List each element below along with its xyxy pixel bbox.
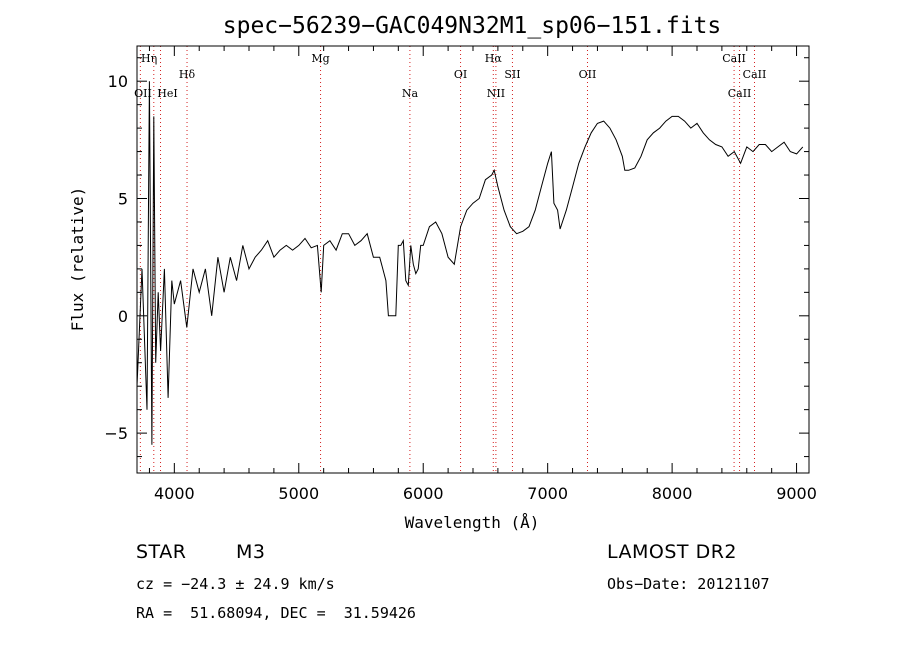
line-label: NII: [487, 87, 505, 100]
line-label: OII: [134, 87, 152, 100]
x-tick-label: 6000: [403, 484, 444, 503]
chart-title: spec−56239−GAC049N32M1_sp06−151.fits: [223, 13, 722, 39]
x-tick-label: 5000: [278, 484, 319, 503]
line-label: CaII: [728, 87, 752, 100]
y-tick-label: −5: [104, 424, 128, 443]
line-label: CaII: [722, 52, 746, 65]
survey-name: LAMOST DR2: [607, 541, 737, 563]
line-label: Hδ: [179, 68, 196, 81]
y-tick-labels: −5 0 5 10: [104, 72, 128, 443]
x-tick-labels: 4000 5000 6000 7000 8000 9000: [154, 484, 817, 503]
x-axis-label: Wavelength (Å): [405, 513, 540, 532]
y-tick-label: 0: [118, 307, 128, 326]
x-tick-label: 9000: [776, 484, 817, 503]
y-tick-label: 10: [108, 72, 128, 91]
line-label: Hα: [485, 52, 503, 65]
line-label: Na: [402, 87, 419, 100]
x-tick-label: 4000: [154, 484, 195, 503]
axis-ticks: [137, 46, 809, 473]
y-tick-label: 5: [118, 190, 128, 209]
spectrum-line: [136, 81, 804, 445]
line-label: Mg: [311, 52, 329, 65]
line-label: CaII: [743, 68, 767, 81]
observation-date: Obs−Date: 20121107: [607, 575, 770, 593]
spectral-subclass: M3: [236, 541, 266, 563]
line-label: HeI: [157, 87, 177, 100]
y-axis-label: Flux (relative): [68, 187, 87, 332]
line-label: OII: [579, 68, 597, 81]
object-type: STAR: [136, 541, 187, 563]
plot-frame: [136, 45, 810, 474]
redshift-velocity: cz = −24.3 ± 24.9 km/s: [136, 575, 335, 593]
sky-coordinates: RA = 51.68094, DEC = 31.59426: [136, 604, 416, 622]
line-label: Hη: [141, 52, 157, 65]
line-label: SII: [504, 68, 520, 81]
emission-line-markers: [139, 46, 755, 473]
x-tick-label: 8000: [652, 484, 693, 503]
line-label: OI: [454, 68, 467, 81]
x-tick-label: 7000: [527, 484, 568, 503]
